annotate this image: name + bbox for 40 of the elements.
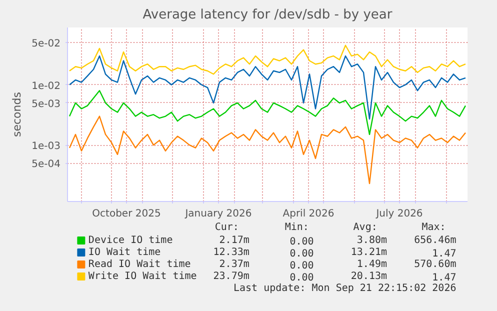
line-series [68, 116, 466, 184]
text: 1.47 [432, 272, 456, 284]
text: 0.00 [290, 272, 314, 284]
text: Avg: [353, 222, 378, 233]
line-series [68, 44, 466, 75]
legend-label: IO Wait time [88, 247, 161, 258]
x-tick-label: January 2026 [184, 208, 252, 220]
y-tick-label: 1e-02 [32, 80, 61, 92]
text: 12.33m [213, 247, 250, 258]
y-tick-label: 5e-02 [32, 38, 61, 50]
text: 570.60m [414, 259, 456, 270]
text: 20.13m [350, 271, 388, 282]
line-series [68, 90, 466, 136]
y-axis-title: seconds [10, 92, 24, 137]
text: 2.37m [219, 259, 250, 270]
text: 23.79m [213, 271, 250, 282]
x-tick-label: April 2026 [282, 208, 334, 220]
text: 1.47 [432, 248, 456, 260]
text: 13.21m [350, 247, 388, 258]
x-tick-label: October 2025 [92, 208, 161, 220]
text: 656.46m [414, 235, 456, 246]
text: Min: [284, 222, 309, 233]
text: 3.80m [356, 235, 388, 246]
y-tick-label: 5e-03 [32, 98, 61, 110]
legend-label: Read IO Wait time [88, 259, 191, 270]
text: 0.00 [290, 260, 314, 272]
chart-title: Average latency for /dev/sdb - by year [142, 8, 393, 22]
text: Last update: Mon Sep 21 22:15:02 2026 [233, 283, 456, 294]
x-tick-label: July 2026 [375, 208, 423, 220]
text: 0.00 [290, 248, 314, 260]
text: 0.00 [290, 236, 314, 248]
text: Cur: [214, 222, 239, 233]
legend-label: Device IO time [88, 235, 173, 246]
y-tick-label: 5e-04 [32, 159, 61, 170]
text: 2.17m [219, 235, 250, 246]
text: Max: [422, 222, 446, 233]
text: 1.49m [356, 259, 388, 270]
y-tick-label: 1e-03 [32, 141, 61, 152]
legend-label: Write IO Wait time [88, 271, 197, 282]
line-series [68, 55, 466, 120]
